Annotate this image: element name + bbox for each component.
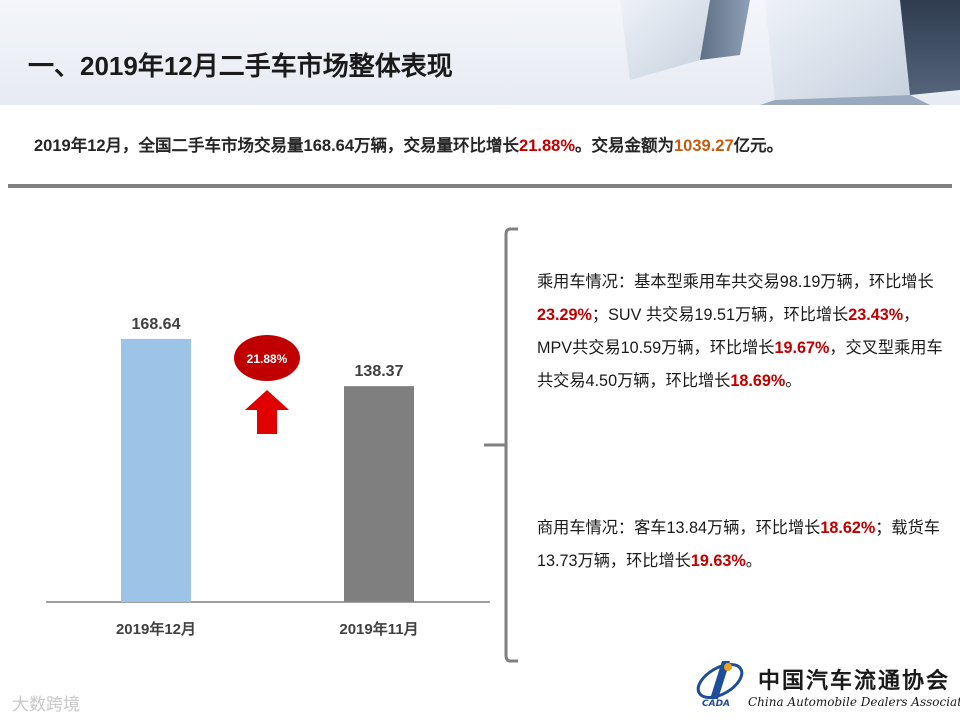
passenger-car-paragraph: 乘用车情况：基本型乘用车共交易98.19万辆，环比增长 23.29%；SUV 共交… [537, 266, 947, 398]
passenger-text-2: ；SUV 共交易19.51万辆，环比增长 [591, 306, 849, 324]
bracket-icon [480, 225, 520, 670]
passenger-growth-mpv: 19.67% [774, 339, 830, 357]
bar-chart: 168.64 138.37 2019年12月 2019年11月 21.88% [30, 290, 500, 655]
summary-growth: 21.88% [519, 137, 575, 155]
commercial-growth-bus: 18.62% [820, 519, 876, 537]
x-tick-label-dec-2019: 2019年12月 [116, 620, 196, 638]
watermark: 大数跨境 [12, 695, 80, 714]
passenger-growth-cross: 18.69% [730, 372, 786, 390]
header-decoration-image [600, 0, 960, 105]
summary-part3: 亿元。 [733, 137, 784, 155]
x-tick-label-nov-2019: 2019年11月 [339, 620, 418, 638]
bar-nov-2019 [344, 386, 414, 602]
passenger-growth-basic: 23.29% [537, 306, 592, 324]
chart-svg: 168.64 138.37 2019年12月 2019年11月 21.88% [46, 316, 490, 638]
page-title: 一、2019年12月二手车市场整体表现 [28, 51, 453, 81]
summary-part1: 2019年12月，全国二手车市场交易量168.64万辆，交易量环比增长 [34, 137, 520, 155]
passenger-text-3: ，MPV共交易10.59万辆，环比增长 [537, 306, 920, 357]
summary-part2: 。交易金额为 [575, 137, 674, 155]
logo-english-name: China Automobile Dealers Association [748, 695, 960, 709]
growth-badge-label: 21.88% [247, 352, 288, 366]
summary-text: 2019年12月，全国二手车市场交易量168.64万辆，交易量环比增长21.88… [34, 132, 783, 156]
cada-logo-icon [696, 661, 744, 699]
association-logo: CADA 中国汽车流通协会 China Automobile Dealers A… [692, 655, 960, 715]
passenger-text-4: ，交叉型乘用车共交易4.50万辆，环比增长 [537, 339, 943, 390]
up-arrow-icon [245, 390, 289, 434]
passenger-text-1: 乘用车情况：基本型乘用车共交易98.19万辆，环比增长 [537, 273, 934, 291]
logo-abbreviation: CADA [702, 699, 731, 709]
commercial-text-2: ；载货车13.73万辆，环比增长 [537, 519, 940, 570]
value-label-dec-2019: 168.64 [132, 316, 181, 333]
summary-amount: 1039.27 [674, 137, 734, 155]
growth-badge [234, 335, 300, 381]
value-label-nov-2019: 138.37 [355, 363, 404, 380]
passenger-growth-suv: 23.43% [848, 306, 904, 324]
bar-dec-2019 [121, 338, 191, 602]
logo-chinese-name: 中国汽车流通协会 [758, 668, 951, 694]
commercial-vehicle-paragraph: 商用车情况：客车13.84万辆，环比增长18.62%；载货车13.73万辆，环比… [537, 512, 947, 578]
commercial-text-1: 商用车情况：客车13.84万辆，环比增长 [537, 519, 821, 537]
commercial-text-3: 。 [745, 552, 762, 570]
divider [8, 184, 952, 188]
commercial-growth-truck: 19.63% [690, 552, 746, 570]
passenger-text-5: 。 [785, 372, 802, 390]
